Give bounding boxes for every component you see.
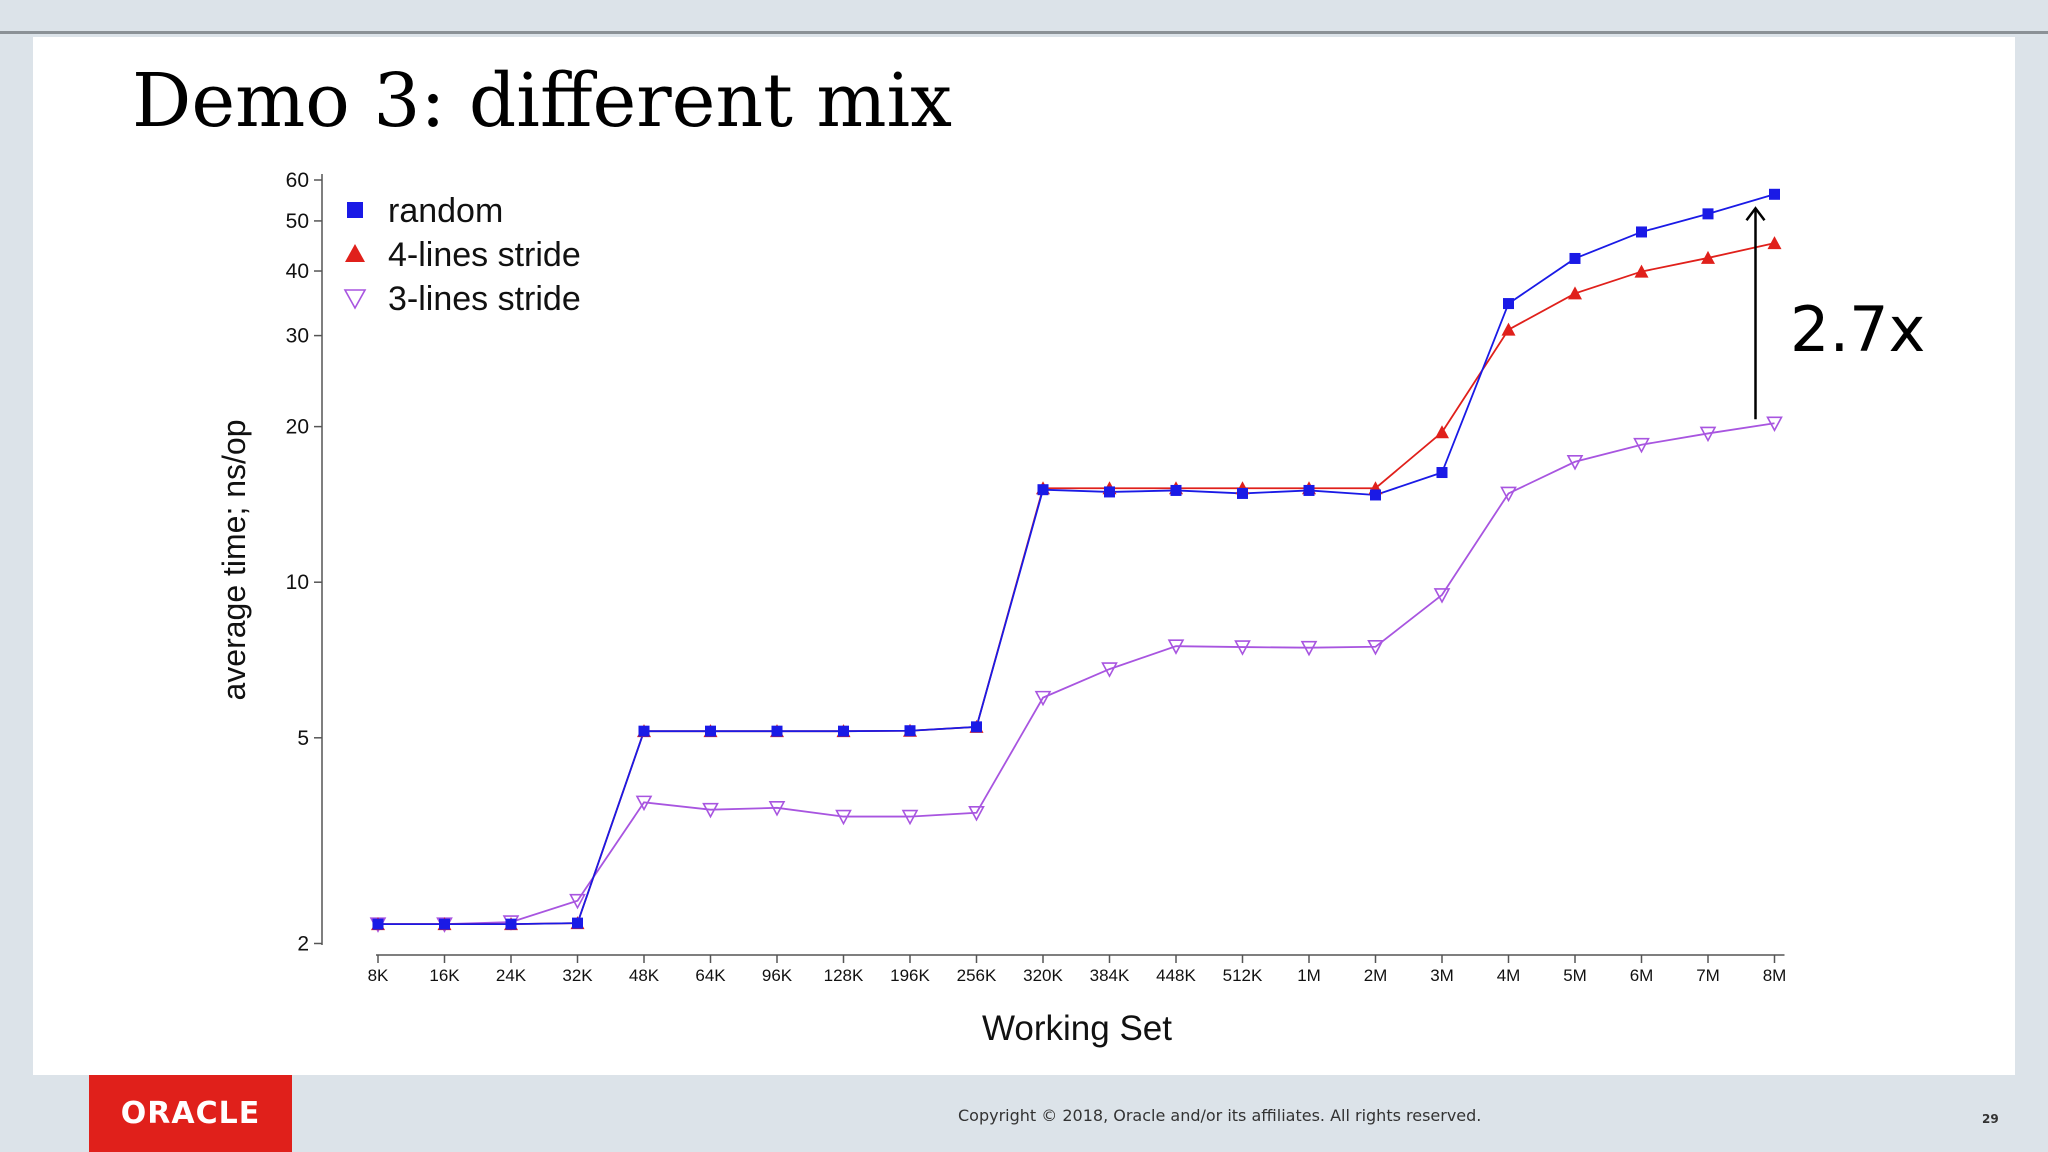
copyright-notice: Copyright © 2018, Oracle and/or its affi… <box>958 1106 1482 1125</box>
data-point <box>635 795 653 812</box>
oracle-logo-text: ORACLE <box>120 1096 261 1131</box>
data-point <box>1370 489 1381 501</box>
top-rule <box>0 31 2048 34</box>
data-point <box>838 725 849 737</box>
x-tick-label: 96K <box>762 966 793 985</box>
y-axis-title: average time; ns/op <box>216 419 252 700</box>
x-tick-label: 512K <box>1223 966 1263 985</box>
x-tick-label: 256K <box>957 966 997 985</box>
data-point <box>1435 425 1449 439</box>
x-axis-title: Working Set <box>982 1009 1172 1048</box>
series-line-3-lines-stride <box>378 422 1775 926</box>
data-point <box>1769 188 1780 200</box>
x-tick-label: 48K <box>629 966 660 985</box>
x-tick-label: 320K <box>1023 966 1063 985</box>
series-line-4-lines-stride <box>378 242 1775 926</box>
data-point <box>1500 486 1517 503</box>
data-point <box>1303 484 1315 496</box>
x-tick-label: 16K <box>429 966 460 985</box>
data-point <box>1636 226 1647 238</box>
data-point <box>1170 484 1182 496</box>
legend-marker <box>343 289 367 310</box>
data-point <box>372 918 384 930</box>
x-tick-label: 448K <box>1156 966 1196 985</box>
x-tick-label: 384K <box>1090 966 1130 985</box>
data-point <box>835 809 852 826</box>
y-tick-label: 60 <box>286 169 309 192</box>
data-point <box>505 918 517 930</box>
data-point <box>705 725 716 737</box>
data-point <box>904 725 916 737</box>
data-point <box>1433 588 1451 604</box>
y-tick-label: 2 <box>297 932 309 955</box>
x-tick-label: 6M <box>1630 966 1654 985</box>
data-point <box>1104 486 1115 498</box>
data-point <box>1701 250 1715 264</box>
oracle-logo[interactable]: ORACLE <box>89 1075 292 1152</box>
y-tick-label: 50 <box>286 210 309 233</box>
x-tick-label: 32K <box>562 966 593 985</box>
series-line-random <box>378 193 1775 926</box>
y-tick-label: 30 <box>286 325 309 348</box>
data-point <box>702 802 719 819</box>
data-point <box>1436 467 1448 479</box>
data-point <box>638 725 650 737</box>
x-tick-label: 8K <box>368 966 389 985</box>
x-tick-label: 196K <box>890 966 930 985</box>
x-tick-label: 128K <box>824 966 864 985</box>
data-point <box>1167 639 1185 655</box>
data-point <box>1234 640 1251 656</box>
data-point <box>569 893 586 910</box>
data-point <box>901 809 919 826</box>
data-point <box>1503 298 1514 310</box>
legend-label: 3-lines stride <box>388 280 581 318</box>
legend-marker <box>345 244 365 262</box>
x-tick-label: 4M <box>1497 966 1521 985</box>
x-tick-label: 8M <box>1763 966 1787 985</box>
data-point <box>1501 322 1516 336</box>
x-tick-label: 1M <box>1297 966 1321 985</box>
data-point <box>1634 264 1649 278</box>
ratio-annotation: 2.7x <box>1790 293 1926 366</box>
data-point <box>1702 208 1714 220</box>
slide-title: Demo 3: different mix <box>132 58 952 144</box>
data-point <box>968 805 985 822</box>
data-point <box>1367 639 1384 656</box>
y-tick-label: 20 <box>286 416 309 439</box>
data-point <box>1766 416 1783 432</box>
data-point <box>1101 662 1118 678</box>
x-tick-label: 2M <box>1364 966 1388 985</box>
data-point <box>439 918 450 930</box>
data-point <box>1633 437 1650 454</box>
page-number: 29 <box>1982 1112 1999 1126</box>
data-point <box>1699 426 1717 443</box>
data-point <box>1566 454 1584 471</box>
data-point <box>971 721 982 733</box>
y-tick-label: 40 <box>286 260 309 283</box>
y-tick-label: 10 <box>286 571 309 594</box>
data-point <box>572 917 583 929</box>
data-point <box>768 801 786 817</box>
x-tick-label: 3M <box>1430 966 1454 985</box>
legend-marker <box>347 202 363 218</box>
legend-label: 4-lines stride <box>388 236 581 274</box>
data-point <box>771 725 783 737</box>
ratio-arrow-head <box>1745 206 1766 222</box>
legend-label: random <box>388 192 503 230</box>
data-point <box>1568 286 1582 300</box>
x-tick-label: 7M <box>1696 966 1720 985</box>
x-tick-label: 5M <box>1563 966 1587 985</box>
data-point <box>1569 252 1581 264</box>
data-point <box>1037 484 1049 496</box>
data-point <box>1767 236 1782 250</box>
data-point <box>1300 640 1318 657</box>
x-tick-label: 64K <box>695 966 726 985</box>
y-tick-label: 5 <box>297 727 309 750</box>
data-point <box>1034 690 1052 707</box>
x-tick-label: 24K <box>496 966 527 985</box>
data-point <box>1237 487 1248 499</box>
